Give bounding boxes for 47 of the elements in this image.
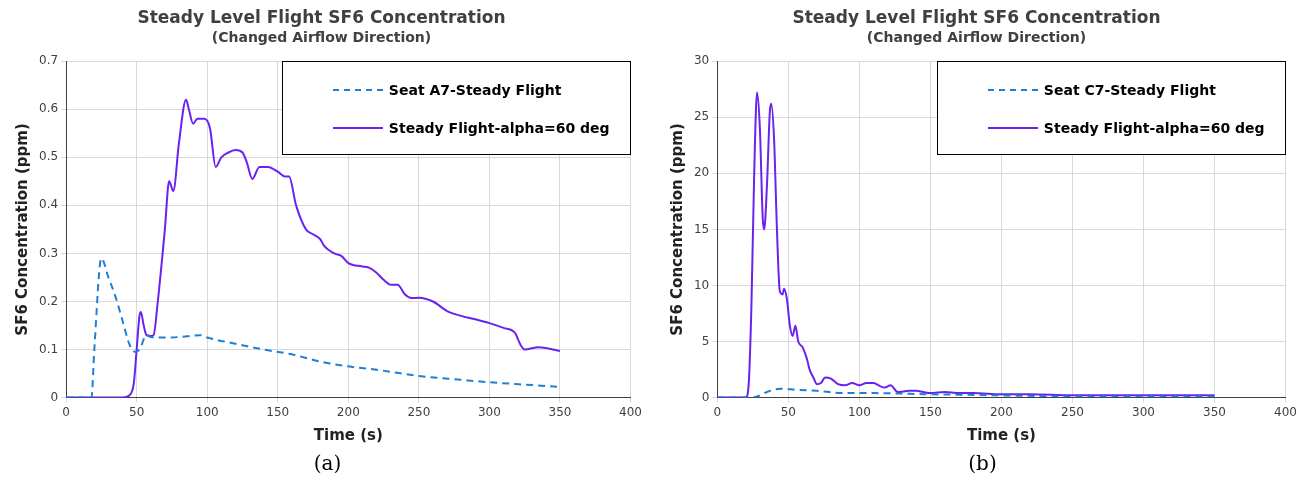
y-tick-label: 10 — [693, 277, 710, 292]
y-tick-label: 0.2 — [38, 293, 59, 308]
text: (b) — [967, 451, 998, 475]
x-tick-label: 250 — [1060, 404, 1084, 419]
x-tick-label: 150 — [266, 404, 290, 419]
legend-label: Seat A7-Steady Flight — [388, 82, 562, 99]
y-axis-title: SF6 Concentration (ppm) — [12, 123, 31, 336]
chart-title: Steady Level Flight SF6 Concentration — [137, 6, 506, 27]
x-tick-label: 100 — [195, 404, 219, 419]
y-tick-label: 0.3 — [38, 245, 59, 260]
legend-label: Steady Flight-alpha=60 deg — [1043, 120, 1265, 137]
x-axis-title: Time (s) — [313, 425, 383, 444]
y-tick-label: 30 — [693, 53, 710, 68]
legend-label: Steady Flight-alpha=60 deg — [388, 120, 610, 137]
x-axis-title: Time (s) — [966, 425, 1036, 444]
y-tick-label: 0.1 — [38, 341, 59, 356]
y-tick-label: 0.7 — [38, 53, 59, 68]
x-tick-label: 200 — [336, 404, 360, 419]
y-tick-label: 0 — [701, 389, 710, 404]
y-tick-label: 0.5 — [38, 149, 59, 164]
x-tick-label: 400 — [1274, 404, 1297, 419]
text: (a) — [312, 451, 343, 475]
x-tick-label: 0 — [713, 404, 722, 419]
x-tick-label: 100 — [847, 404, 871, 419]
chart-title: Steady Level Flight SF6 Concentration — [792, 6, 1161, 27]
x-tick-label: 250 — [407, 404, 431, 419]
x-tick-label: 50 — [129, 404, 145, 419]
legend-label: Seat C7-Steady Flight — [1043, 82, 1216, 99]
y-tick-label: 0.4 — [38, 197, 59, 212]
x-tick-label: 300 — [477, 404, 501, 419]
chart-subtitle: (Changed Airflow Direction) — [866, 29, 1087, 46]
y-tick-label: 20 — [693, 165, 710, 180]
y-tick-label: 0 — [50, 389, 59, 404]
x-tick-label: 300 — [1132, 404, 1155, 419]
y-tick-label: 25 — [693, 109, 710, 124]
y-tick-label: 15 — [693, 221, 710, 236]
y-axis-title: SF6 Concentration (ppm) — [667, 123, 686, 336]
x-tick-label: 200 — [989, 404, 1013, 419]
chart-subtitle: (Changed Airflow Direction) — [211, 29, 432, 46]
x-tick-label: 50 — [780, 404, 796, 419]
y-tick-label: 5 — [701, 333, 710, 348]
y-tick-label: 0.6 — [38, 101, 59, 116]
x-tick-label: 0 — [62, 404, 70, 419]
x-tick-label: 350 — [548, 404, 572, 419]
x-tick-label: 400 — [619, 404, 642, 419]
x-tick-label: 150 — [918, 404, 942, 419]
x-tick-label: 350 — [1203, 404, 1226, 419]
